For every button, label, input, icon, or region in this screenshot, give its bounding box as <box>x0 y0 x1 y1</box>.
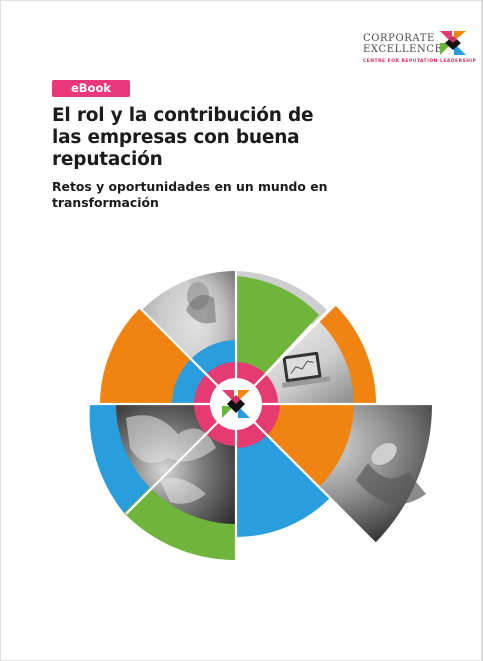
ebook-badge: eBook <box>52 80 130 97</box>
logo-line2: EXCELLENCE <box>363 44 443 55</box>
logo-tagline: CENTRE FOR REPUTATION LEADERSHIP <box>363 59 477 64</box>
page-edge <box>481 0 483 661</box>
page-subtitle: Retos y oportunidades en un mundo en tra… <box>52 179 328 210</box>
green-bottom-arc <box>124 485 236 560</box>
page-title: El rol y la contribución de las empresas… <box>52 105 314 170</box>
wheel-segments <box>89 268 433 560</box>
cover-wheel-graphic <box>89 268 433 560</box>
logo-mark-icon <box>440 31 466 55</box>
center-logo-icon <box>222 390 250 418</box>
logo-line1: CORPORATE <box>363 33 435 44</box>
corporate-excellence-logo: CORPORATE EXCELLENCE CENTRE FOR REPUTATI… <box>363 31 477 71</box>
blue-left-arc <box>89 404 152 513</box>
